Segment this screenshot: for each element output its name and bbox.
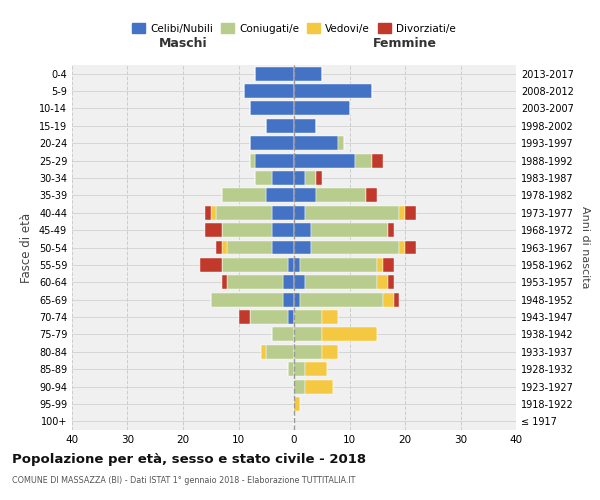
Bar	[294, 84, 372, 98]
Bar	[294, 397, 299, 411]
Bar	[377, 258, 383, 272]
Bar	[305, 380, 333, 394]
Bar	[294, 276, 305, 289]
Bar	[294, 240, 311, 254]
Bar	[405, 206, 416, 220]
Bar	[388, 276, 394, 289]
Bar	[294, 223, 311, 237]
Bar	[294, 188, 316, 202]
Bar	[311, 223, 388, 237]
Bar	[294, 292, 299, 306]
Bar	[316, 188, 366, 202]
Bar	[294, 102, 349, 116]
Bar	[383, 258, 394, 272]
Bar	[272, 171, 294, 185]
Bar	[283, 292, 294, 306]
Bar	[200, 258, 222, 272]
Bar	[305, 206, 400, 220]
Bar	[294, 380, 305, 394]
Bar	[305, 276, 377, 289]
Bar	[222, 276, 227, 289]
Bar	[355, 154, 372, 168]
Bar	[394, 292, 400, 306]
Bar	[372, 154, 383, 168]
Bar	[260, 345, 266, 358]
Bar	[211, 292, 283, 306]
Bar	[383, 292, 394, 306]
Bar	[294, 258, 299, 272]
Bar	[289, 310, 294, 324]
Bar	[244, 84, 294, 98]
Legend: Celibi/Nubili, Coniugati/e, Vedovi/e, Divorziati/e: Celibi/Nubili, Coniugati/e, Vedovi/e, Di…	[128, 19, 460, 38]
Bar	[294, 154, 355, 168]
Bar	[305, 362, 328, 376]
Bar	[227, 276, 283, 289]
Bar	[272, 223, 294, 237]
Bar	[294, 66, 322, 80]
Bar	[250, 136, 294, 150]
Bar	[289, 258, 294, 272]
Bar	[250, 310, 289, 324]
Bar	[405, 240, 416, 254]
Bar	[316, 171, 322, 185]
Bar	[294, 328, 322, 342]
Bar	[205, 206, 211, 220]
Bar	[205, 223, 222, 237]
Bar	[294, 171, 305, 185]
Bar	[272, 240, 294, 254]
Bar	[250, 154, 255, 168]
Bar	[217, 206, 272, 220]
Bar	[255, 154, 294, 168]
Bar	[294, 136, 338, 150]
Bar	[222, 188, 266, 202]
Bar	[222, 223, 272, 237]
Bar	[294, 345, 322, 358]
Bar	[299, 258, 377, 272]
Bar	[400, 206, 405, 220]
Bar	[366, 188, 377, 202]
Bar	[311, 240, 400, 254]
Text: Maschi: Maschi	[158, 38, 208, 51]
Bar	[216, 240, 222, 254]
Text: COMUNE DI MASSAZZA (BI) - Dati ISTAT 1° gennaio 2018 - Elaborazione TUTTITALIA.I: COMUNE DI MASSAZZA (BI) - Dati ISTAT 1° …	[12, 476, 355, 485]
Y-axis label: Anni di nascita: Anni di nascita	[580, 206, 590, 289]
Bar	[222, 240, 227, 254]
Bar	[255, 66, 294, 80]
Bar	[294, 310, 322, 324]
Bar	[266, 119, 294, 133]
Bar	[305, 171, 316, 185]
Bar	[222, 258, 289, 272]
Bar	[266, 345, 294, 358]
Bar	[322, 328, 377, 342]
Bar	[294, 362, 305, 376]
Bar	[294, 119, 316, 133]
Bar	[211, 206, 216, 220]
Bar	[322, 345, 338, 358]
Bar	[289, 362, 294, 376]
Bar	[255, 171, 272, 185]
Bar	[272, 328, 294, 342]
Bar	[388, 223, 394, 237]
Text: Popolazione per età, sesso e stato civile - 2018: Popolazione per età, sesso e stato civil…	[12, 452, 366, 466]
Bar	[239, 310, 250, 324]
Y-axis label: Fasce di età: Fasce di età	[20, 212, 33, 282]
Bar	[377, 276, 388, 289]
Bar	[322, 310, 338, 324]
Bar	[283, 276, 294, 289]
Text: Femmine: Femmine	[373, 38, 437, 51]
Bar	[294, 206, 305, 220]
Bar	[227, 240, 272, 254]
Bar	[299, 292, 383, 306]
Bar	[400, 240, 405, 254]
Bar	[250, 102, 294, 116]
Bar	[338, 136, 344, 150]
Bar	[266, 188, 294, 202]
Bar	[272, 206, 294, 220]
